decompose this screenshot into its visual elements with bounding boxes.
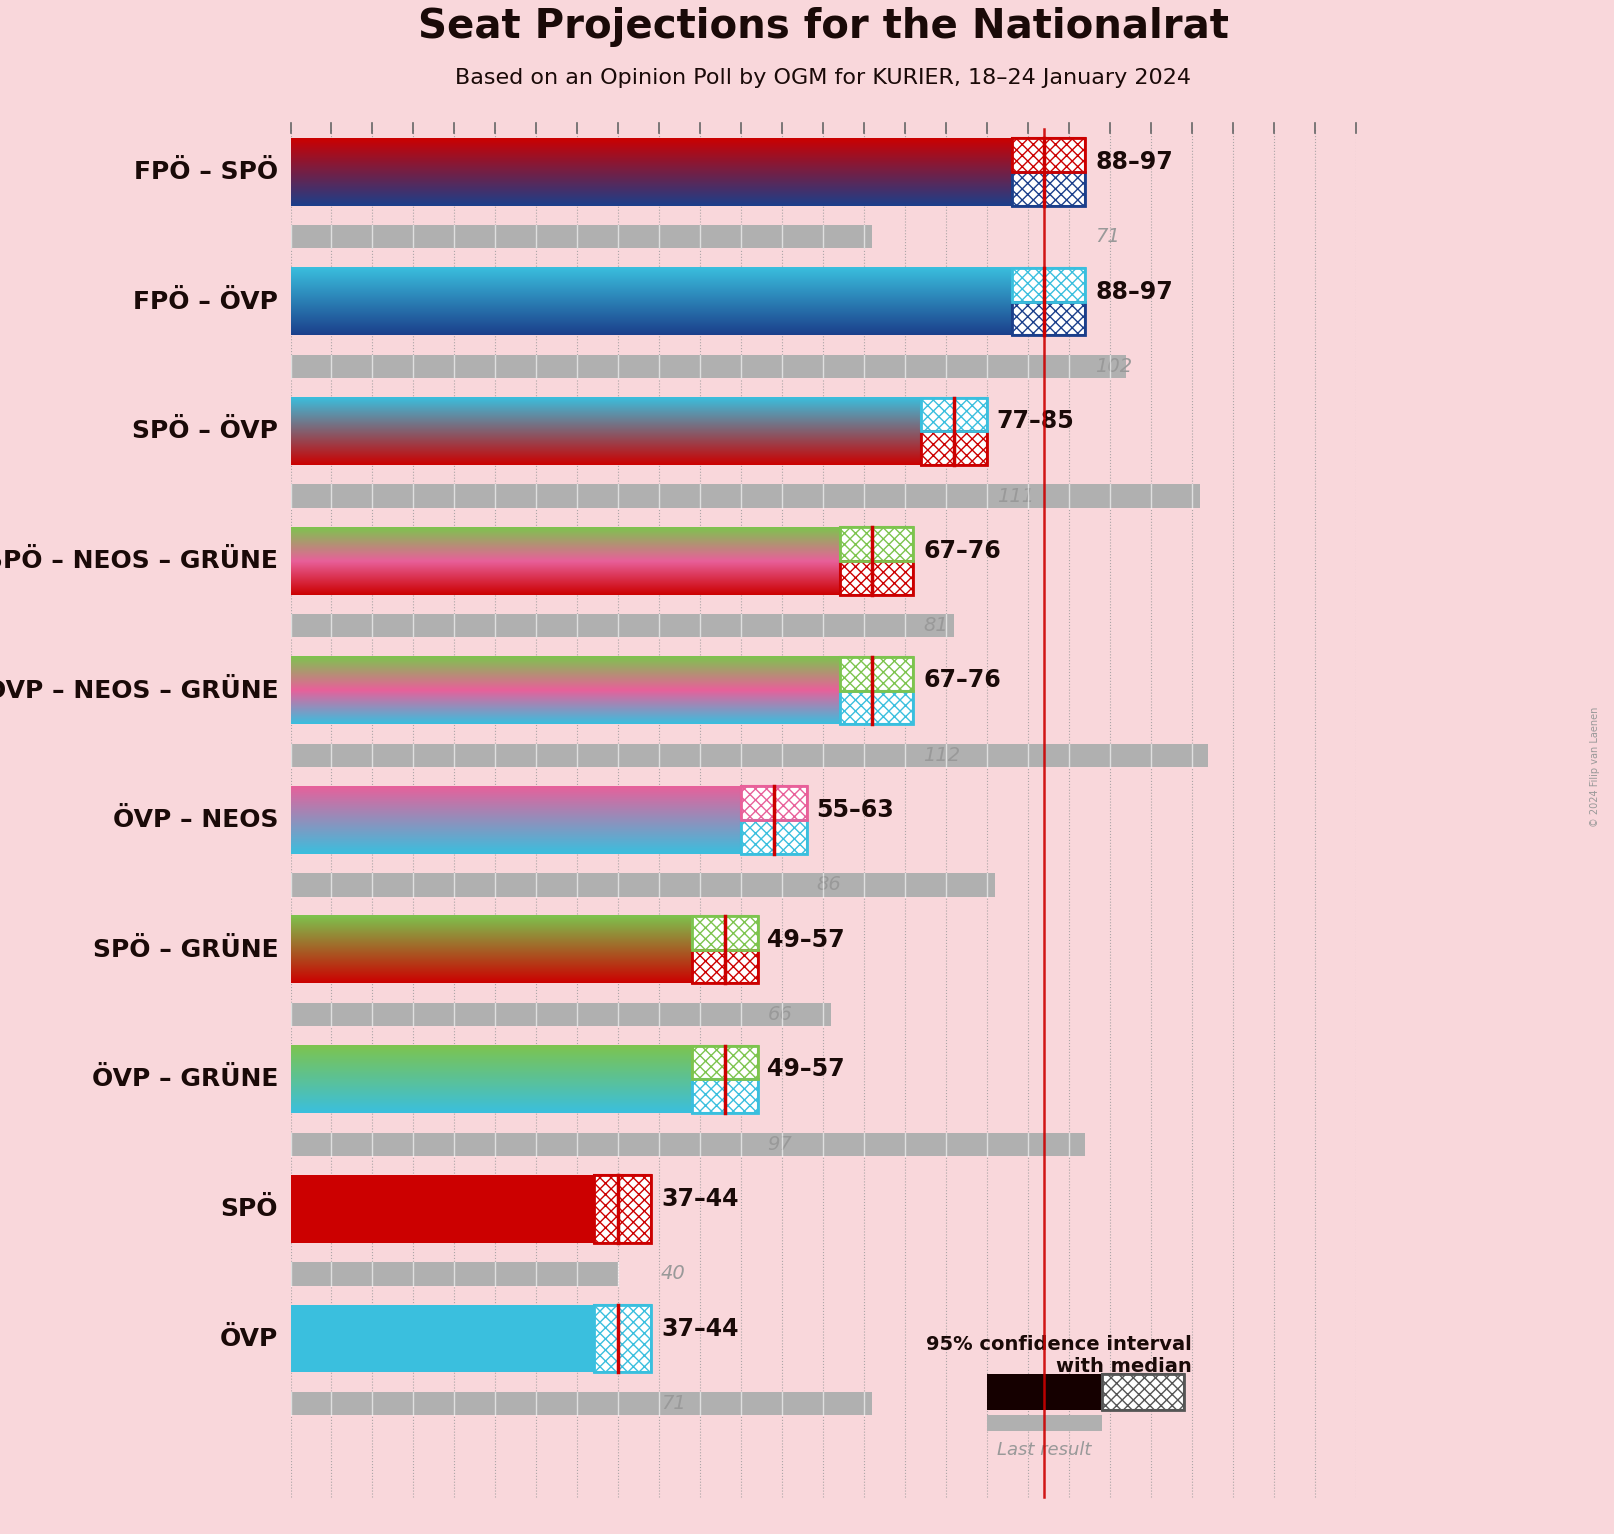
Text: FPÖ – ÖVP: FPÖ – ÖVP [134,290,278,313]
Text: 97: 97 [767,1135,792,1154]
Bar [692,1046,757,1080]
Text: ÖVP – NEOS – GRÜNE: ÖVP – NEOS – GRÜNE [0,678,278,703]
Bar [291,614,954,637]
Bar [594,1305,650,1373]
Text: 67–76: 67–76 [923,669,1001,692]
Bar [291,744,1209,767]
Bar [741,787,807,821]
Bar [1012,268,1085,302]
Bar [1012,302,1085,336]
Text: 37–44: 37–44 [660,1187,738,1210]
Text: 81: 81 [923,617,947,635]
Bar [291,354,1127,377]
Text: SPÖ – NEOS – GRÜNE: SPÖ – NEOS – GRÜNE [0,549,278,572]
Bar [291,873,996,897]
Text: ÖVP – NEOS: ÖVP – NEOS [113,808,278,831]
Bar [1012,172,1085,206]
Bar [922,397,988,431]
Text: Based on an Opinion Poll by OGM for KURIER, 18–24 January 2024: Based on an Opinion Poll by OGM for KURI… [455,67,1191,89]
Bar [839,657,914,690]
Bar [839,690,914,724]
Bar [291,1391,872,1416]
Bar [291,225,872,249]
Text: ÖVP: ÖVP [220,1327,278,1350]
Bar [922,431,988,465]
Bar [988,1416,1102,1431]
Bar [1012,138,1085,172]
Bar [692,916,757,950]
Bar [692,1080,757,1114]
Bar [291,1175,650,1243]
Bar [291,1305,650,1373]
Bar [692,950,757,983]
Bar [839,561,914,595]
Text: 112: 112 [923,746,960,765]
Text: SPÖ: SPÖ [221,1197,278,1221]
Bar [741,821,807,854]
Bar [839,657,914,690]
Bar [594,1175,650,1243]
Text: 55–63: 55–63 [817,798,894,822]
Text: 49–57: 49–57 [767,928,846,951]
Bar [291,1003,831,1026]
Text: SPÖ – GRÜNE: SPÖ – GRÜNE [92,937,278,962]
Text: 37–44: 37–44 [660,1316,738,1341]
Bar [1012,138,1085,172]
Bar [988,1373,1102,1410]
Text: 111: 111 [997,486,1035,506]
Bar [839,528,914,561]
Text: SPÖ – ÖVP: SPÖ – ÖVP [132,419,278,443]
Bar [692,916,757,950]
Text: © 2024 Filip van Laenen: © 2024 Filip van Laenen [1590,707,1599,827]
Text: 71: 71 [660,1394,686,1413]
Bar [692,1046,757,1080]
Text: ÖVP – GRÜNE: ÖVP – GRÜNE [92,1068,278,1091]
Bar [741,821,807,854]
Bar [291,485,1201,508]
Bar [1012,268,1085,302]
Bar [692,1080,757,1114]
Bar [291,1262,618,1285]
Text: 88–97: 88–97 [1096,279,1173,304]
Bar [839,528,914,561]
Text: 49–57: 49–57 [767,1057,846,1081]
Bar [922,431,988,465]
Text: 66: 66 [767,1005,792,1025]
Text: 88–97: 88–97 [1096,150,1173,173]
Bar [839,561,914,595]
Bar [594,1175,650,1243]
Bar [594,1305,650,1373]
Text: 77–85: 77–85 [997,410,1075,433]
Text: Last result: Last result [997,1440,1091,1459]
Bar [839,690,914,724]
Bar [1012,302,1085,336]
Text: 86: 86 [817,876,841,894]
Bar [291,1132,1085,1157]
Bar [692,950,757,983]
Bar [741,787,807,821]
Bar [922,397,988,431]
Bar [1012,172,1085,206]
Bar [1102,1373,1183,1410]
Text: 71: 71 [1096,227,1120,247]
Bar [1102,1373,1183,1410]
Text: 67–76: 67–76 [923,538,1001,563]
Text: 40: 40 [660,1264,686,1284]
Text: 95% confidence interval
with median: 95% confidence interval with median [926,1335,1191,1376]
Text: 102: 102 [1096,357,1133,376]
Text: FPÖ – SPÖ: FPÖ – SPÖ [134,160,278,184]
Text: Seat Projections for the Nationalrat: Seat Projections for the Nationalrat [418,6,1228,48]
